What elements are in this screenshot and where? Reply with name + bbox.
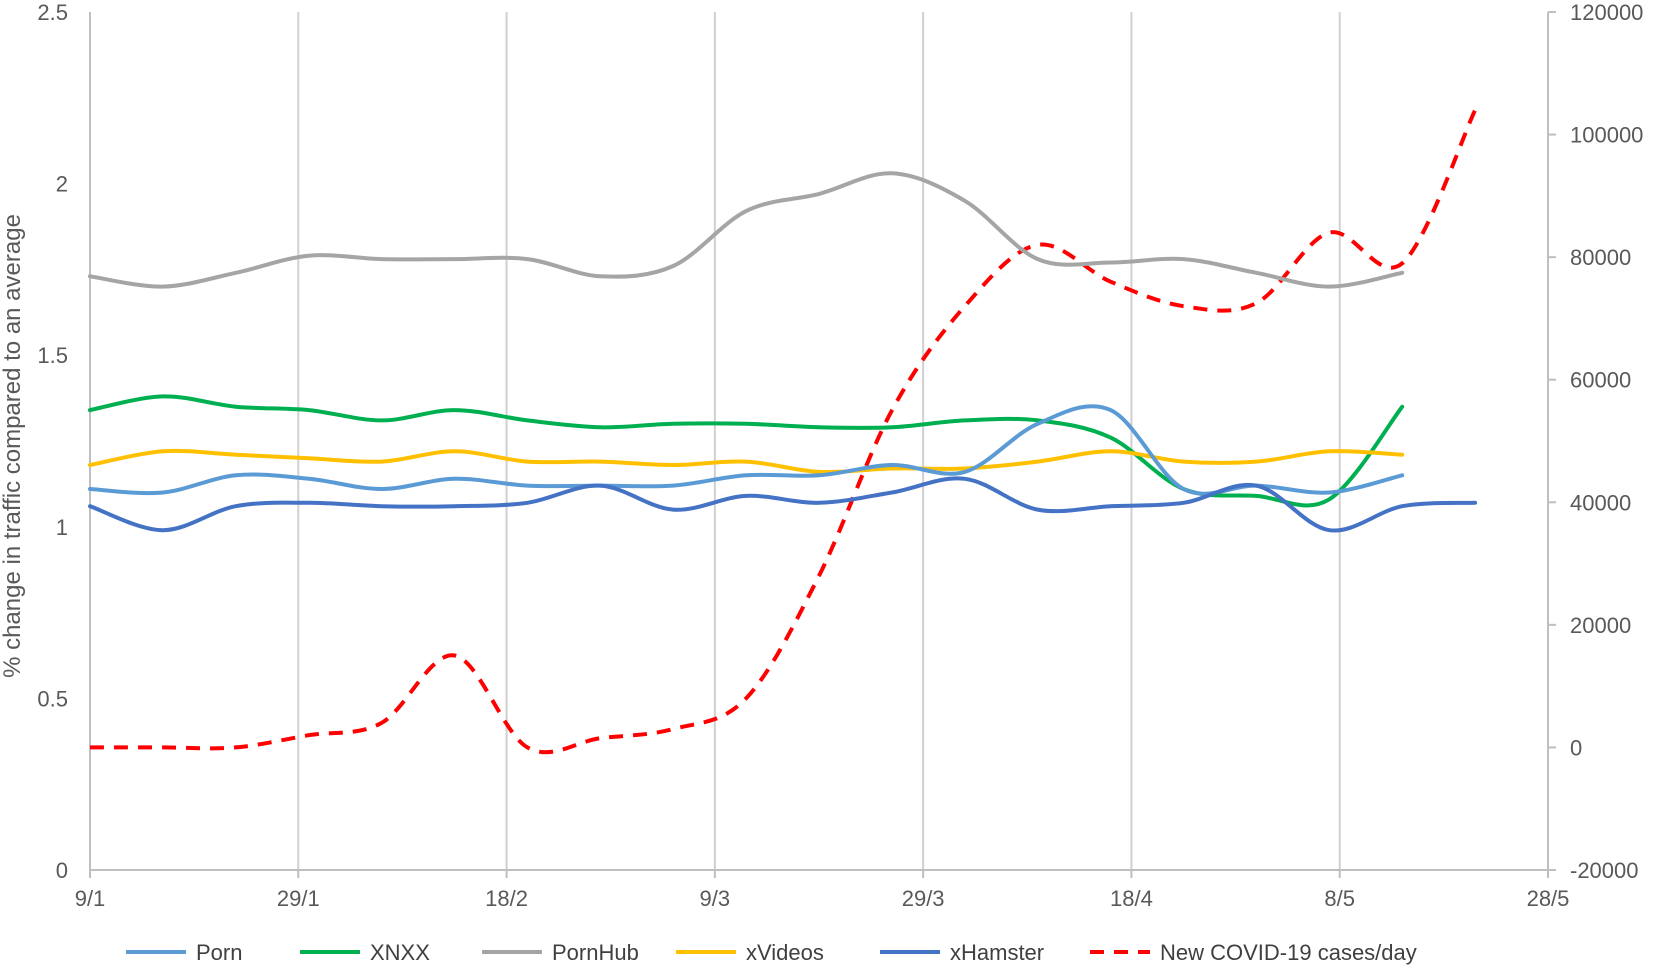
y2-tick-label: 40000 [1570,490,1631,515]
y-tick-label: 0.5 [37,686,68,711]
y-tick-label: 2.5 [37,0,68,25]
series-line-pornhub [88,171,1405,289]
series-lines [88,109,1478,755]
x-tick-label: 29/1 [277,886,320,911]
y2-tick-label: 120000 [1570,0,1643,25]
axes [89,11,1556,878]
y2-tick-label: 60000 [1570,368,1631,393]
x-tick-label: 9/3 [700,886,731,911]
y-tick-label: 1 [56,515,68,540]
legend-label: xHamster [950,940,1044,965]
legend-label: Porn [196,940,242,965]
y-tick-label: 2 [56,172,68,197]
gridlines [297,12,1341,870]
x-tick-label: 28/5 [1527,886,1570,911]
series-line-xvideos [88,448,1405,475]
y2-tick-label: 80000 [1570,245,1631,270]
legend: Porn XNXX PornHub xVideos xHamster New COVID-… [126,940,1417,965]
legend-label: XNXX [370,940,430,965]
y2-tick-label: 0 [1570,735,1582,760]
y-tick-label: 0 [56,858,68,883]
x-tick-label: 8/5 [1324,886,1355,911]
series-line-porn [88,404,1405,496]
x-tick-label: 18/2 [485,886,528,911]
y-axis-title: % change in traffic compared to an avera… [0,214,26,678]
legend-label: PornHub [552,940,639,965]
y2-tick-label: -20000 [1570,858,1639,883]
series-line-new-covid-19-cases-day [89,109,1477,755]
legend-label: New COVID-19 cases/day [1160,940,1417,965]
x-tick-label: 29/3 [902,886,945,911]
tick-labels: 9/1 29/1 18/2 9/3 29/3 18/4 8/5 28/5 0 0.5 1 1.5 2 2.… [37,0,1643,911]
series-line-xhamster [88,476,1478,533]
y-tick-label: 1.5 [37,343,68,368]
legend-label: xVideos [746,940,824,965]
x-tick-label: 9/1 [75,886,106,911]
series-line-xnxx [88,394,1405,508]
y2-tick-label: 20000 [1570,613,1631,638]
x-tick-label: 18/4 [1110,886,1153,911]
y2-tick-label: 100000 [1570,123,1643,148]
